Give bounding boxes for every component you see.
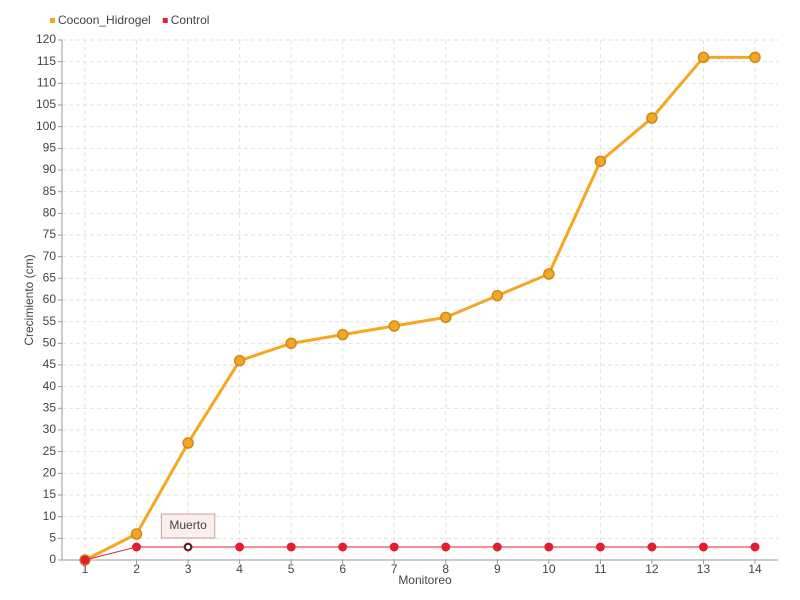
x-tick-label: 11 (594, 562, 607, 576)
x-tick-label: 3 (185, 562, 192, 576)
x-tick-label: 10 (542, 562, 556, 576)
y-tick-label: 60 (43, 292, 57, 306)
data-point (132, 542, 142, 552)
x-tick-label: 5 (288, 562, 295, 576)
y-tick-label: 115 (37, 54, 56, 68)
y-tick-label: 40 (43, 379, 57, 393)
y-axis-label: Crecimiento (cm) (22, 254, 36, 345)
y-tick-label: 5 (49, 531, 56, 545)
y-tick-label: 120 (36, 32, 56, 46)
y-tick-label: 15 (43, 487, 57, 501)
data-point (389, 542, 399, 552)
y-tick-label: 20 (43, 466, 57, 480)
y-tick-label: 80 (43, 206, 57, 220)
data-point (697, 51, 710, 64)
data-point (543, 268, 555, 280)
data-point (491, 289, 504, 302)
data-point (646, 112, 658, 124)
x-tick-label: 8 (442, 562, 449, 576)
data-point (235, 542, 245, 552)
annotation-box (160, 513, 216, 539)
data-point (80, 555, 90, 565)
data-point (594, 155, 607, 168)
y-tick-label: 75 (43, 227, 57, 241)
legend-swatch (162, 18, 168, 23)
y-tick-label: 0 (49, 552, 56, 566)
series-line (84, 55, 755, 562)
data-point (285, 337, 297, 350)
y-tick-label: 10 (43, 509, 57, 523)
legend-label: Control (171, 13, 210, 27)
annotation-text: Muerto (169, 518, 207, 532)
legend-label: Cocoon_Hidrogel (58, 13, 151, 27)
x-tick-label: 4 (236, 562, 243, 576)
y-tick-label: 45 (43, 357, 57, 371)
y-tick-label: 70 (43, 249, 57, 263)
annotation: Muerto (160, 513, 216, 539)
data-point (595, 542, 605, 552)
y-tick-label: 30 (43, 422, 57, 436)
x-tick-label: 7 (391, 562, 398, 576)
data-point (388, 320, 400, 332)
series-line (84, 546, 755, 561)
y-tick-label: 50 (43, 336, 57, 350)
y-tick-label: 110 (37, 76, 56, 90)
data-point (492, 542, 502, 552)
y-tick-label: 55 (43, 314, 57, 328)
data-point (286, 542, 296, 552)
x-tick-label: 2 (133, 562, 140, 576)
annotation-marker (184, 543, 192, 551)
x-tick-label: 9 (494, 562, 501, 576)
y-tick-label: 105 (36, 97, 56, 111)
x-tick-label: 14 (748, 562, 762, 576)
y-tick-label: 100 (36, 119, 56, 133)
x-tick-label: 1 (82, 562, 89, 576)
data-point (544, 542, 554, 552)
y-tick-label: 95 (43, 141, 57, 155)
x-tick-label: 13 (697, 562, 711, 576)
data-point (182, 437, 194, 449)
data-point (647, 542, 657, 552)
y-tick-label: 65 (43, 271, 57, 285)
data-point (440, 311, 452, 324)
data-point (750, 542, 760, 552)
x-tick-label: 6 (339, 562, 346, 576)
data-point (233, 354, 246, 367)
data-point (698, 542, 708, 552)
x-tick-label: 12 (645, 562, 659, 576)
legend-swatch (50, 18, 55, 23)
x-axis-label: Monitoreo (398, 573, 452, 587)
data-point (441, 542, 451, 552)
data-point (130, 528, 143, 540)
y-tick-label: 35 (43, 401, 57, 415)
data-point (749, 51, 761, 64)
y-tick-label: 25 (43, 444, 57, 458)
y-tick-label: 90 (43, 162, 57, 176)
data-point (336, 328, 349, 341)
data-point (338, 542, 348, 552)
y-tick-label: 85 (43, 184, 57, 198)
